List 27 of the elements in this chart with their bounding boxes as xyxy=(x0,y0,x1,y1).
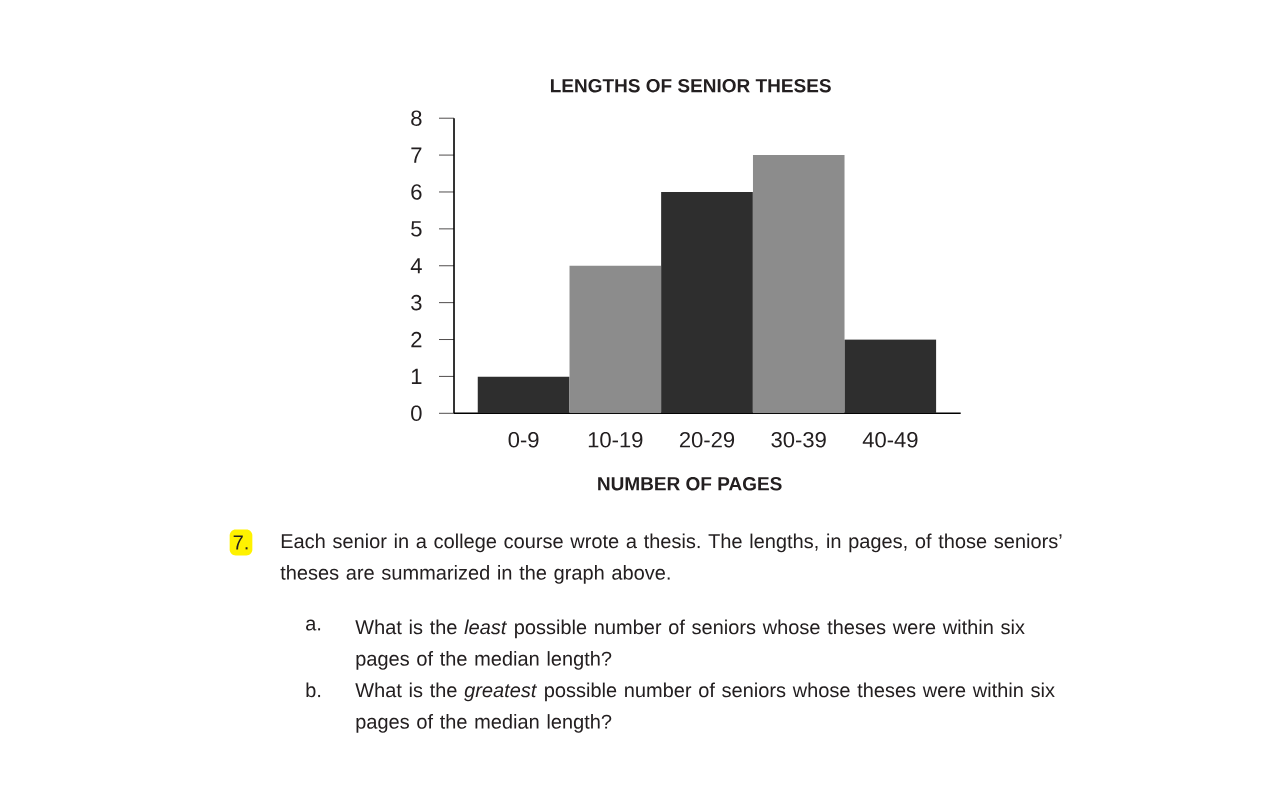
bar xyxy=(569,265,662,414)
chart-title: LENGTHS OF SENIOR THESES xyxy=(550,78,831,93)
x-tick-label: 10-19 xyxy=(588,431,643,448)
text: 7. xyxy=(233,535,248,550)
x-tick-label: 40-49 xyxy=(862,431,918,448)
text: Each senior in a college course wrote a thesis. The lengths, in pages, of those seniors’ theses are summarized in the graph above. xyxy=(280,533,1062,584)
bar xyxy=(661,191,753,414)
x-tick-label: 30-39 xyxy=(771,431,826,448)
y-tick-label: 4 xyxy=(410,258,422,274)
y-tick-label: 7 xyxy=(411,147,422,163)
y-tick-label: 2 xyxy=(411,331,422,348)
y-tick-label: 5 xyxy=(411,221,422,237)
text: a. xyxy=(306,619,321,631)
y-tick-label: 3 xyxy=(411,294,422,311)
x-tick-label: 0-9 xyxy=(508,431,539,448)
y-tick-label: 0 xyxy=(411,405,422,422)
x-tick-label: 20-29 xyxy=(679,431,735,448)
bar xyxy=(844,339,937,414)
text: What is the least possible number of seniors whose theses were within six pages of the median length? xyxy=(355,619,1025,670)
text: b. xyxy=(306,682,321,698)
y-tick-label: 1 xyxy=(411,368,422,384)
bar xyxy=(752,155,845,414)
x-axis-title: NUMBER OF PAGES xyxy=(598,477,782,491)
bar xyxy=(477,376,570,414)
y-tick-label: 8 xyxy=(411,110,422,126)
y-tick-label: 6 xyxy=(411,184,422,200)
text: What is the greatest possible number of seniors whose theses were within six pages of the median length? xyxy=(355,682,1055,733)
